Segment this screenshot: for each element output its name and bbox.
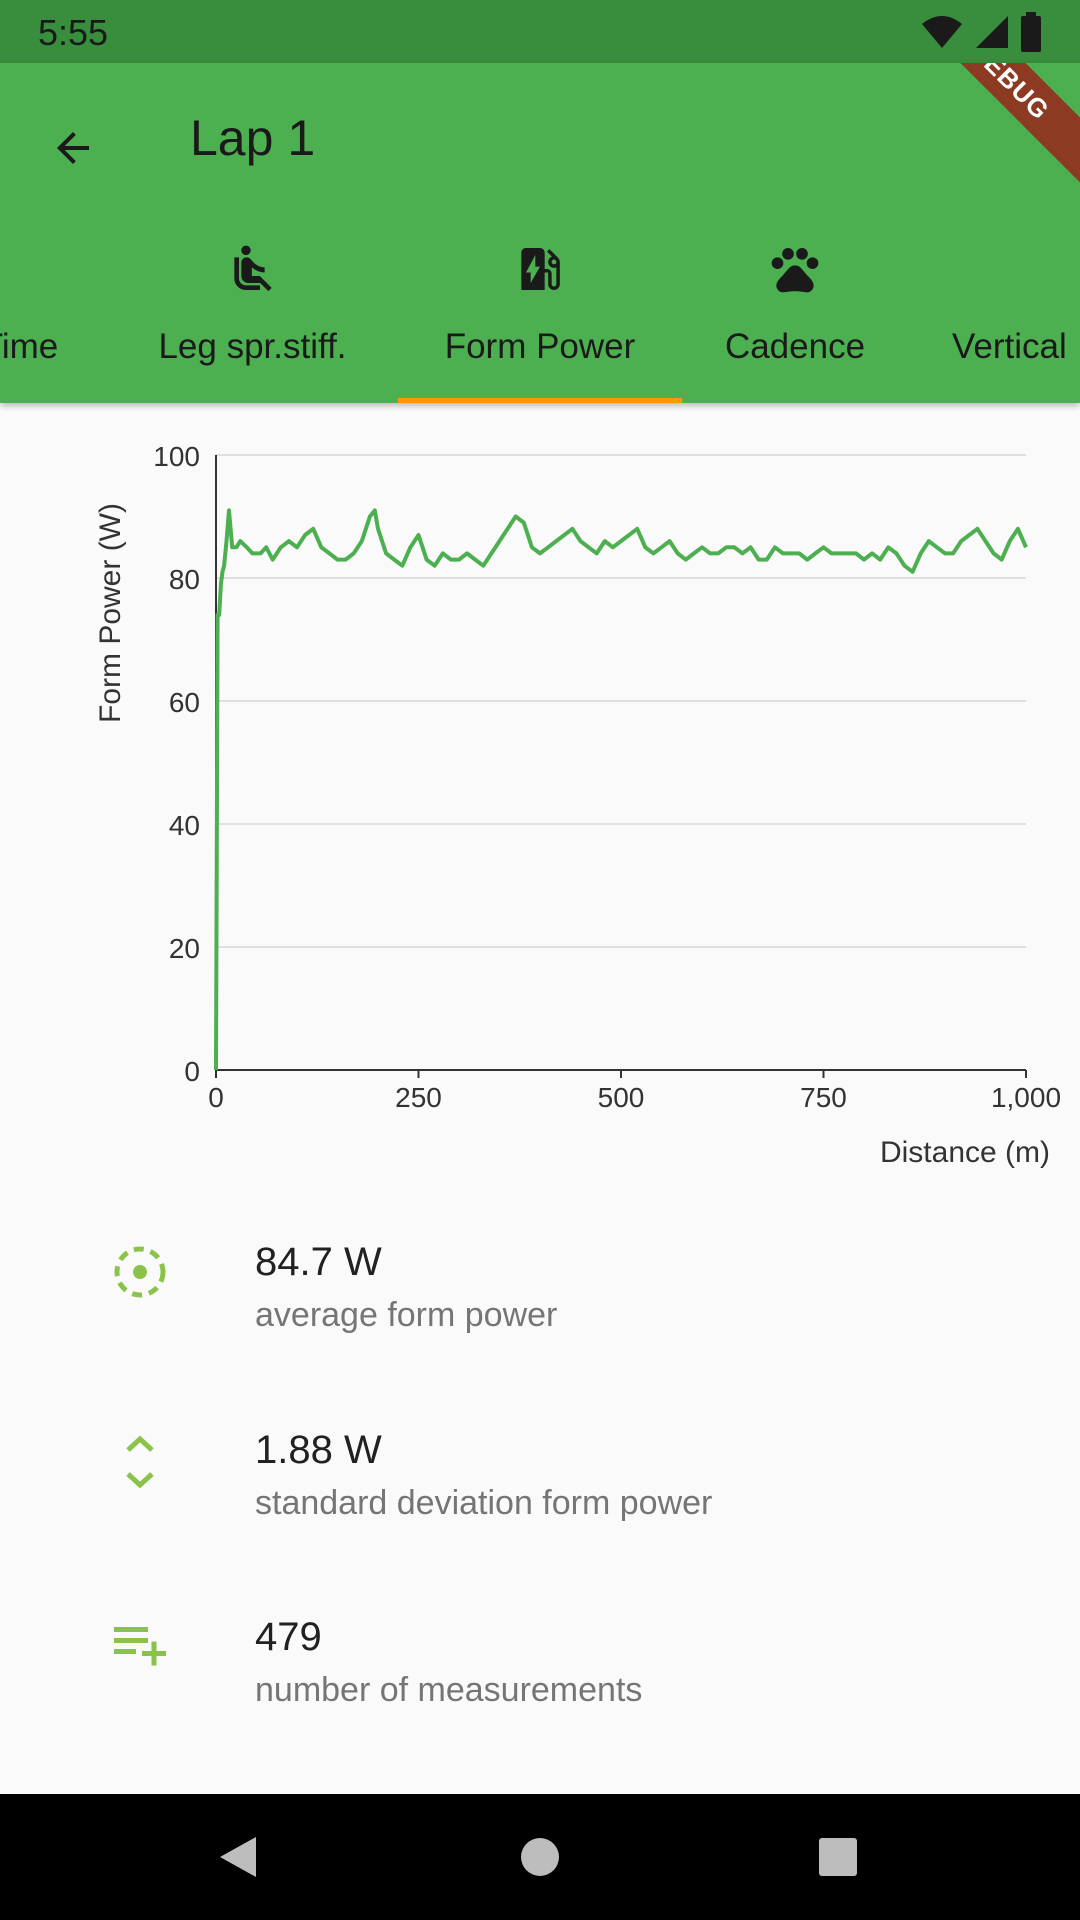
tab-time-label: Time [0, 327, 59, 366]
tab-bar: Time Leg spr.stiff. Form Power [0, 223, 1080, 403]
tab-form-power-label: Form Power [444, 327, 636, 366]
seat-icon [130, 241, 375, 311]
y-tick-label: 0 [184, 1056, 200, 1087]
wifi-icon [922, 16, 962, 48]
nav-home-button[interactable] [480, 1794, 600, 1920]
status-bar: 5:55 [0, 0, 1080, 63]
y-tick-label: 100 [153, 441, 200, 472]
app-bar: Lap 1 Time Leg spr.stiff. Form Power [0, 63, 1080, 403]
x-tick-label: 500 [598, 1082, 645, 1113]
signal-icon [976, 16, 1008, 48]
nav-recents-icon [819, 1838, 857, 1876]
arrow-back-icon [57, 132, 89, 164]
playlist-add-icon [108, 1615, 172, 1679]
target-dashed-icon [108, 1240, 172, 1304]
tab-leg-spring-stiffness[interactable]: Leg spr.stiff. [130, 223, 375, 403]
stat-number-of-measurements: 479 number of measurements [0, 1607, 1080, 1757]
page-title: Lap 1 [190, 110, 316, 166]
clock-icon [0, 241, 120, 311]
x-axis-label: Distance (m) [880, 1136, 1050, 1169]
stat-value: 84.7 W [255, 1240, 382, 1284]
debug-banner: DEBUG [901, 63, 1080, 189]
tab-form-power[interactable]: Form Power [398, 223, 682, 403]
tab-indicator [398, 398, 682, 403]
system-nav-bar [0, 1794, 1080, 1920]
stat-label: number of measurements [255, 1671, 643, 1709]
y-tick-label: 80 [169, 564, 200, 595]
stat-value: 1.88 W [255, 1428, 382, 1472]
tab-cadence[interactable]: Cadence [700, 223, 890, 403]
tab-vertical-label: Vertical [952, 327, 1067, 366]
tab-time[interactable]: Time [0, 223, 120, 403]
nav-home-icon [521, 1838, 559, 1876]
stat-label: standard deviation form power [255, 1484, 713, 1522]
stat-standard-deviation: 1.88 W standard deviation form power [0, 1418, 1080, 1568]
x-tick-label: 250 [395, 1082, 442, 1113]
y-tick-label: 20 [169, 933, 200, 964]
stat-average-form-power: 84.7 W average form power [0, 1228, 1080, 1378]
status-time: 5:55 [38, 12, 109, 53]
nav-recents-button[interactable] [778, 1794, 898, 1920]
tab-cadence-label: Cadence [724, 327, 866, 366]
x-tick-label: 750 [800, 1082, 847, 1113]
battery-icon [1021, 12, 1041, 52]
ev-station-icon [398, 241, 682, 311]
y-tick-label: 60 [169, 687, 200, 718]
y-tick-label: 40 [169, 810, 200, 841]
status-icons [920, 10, 1042, 54]
stat-value: 479 [255, 1615, 322, 1659]
x-tick-label: 0 [208, 1082, 224, 1113]
form-power-chart: 0 20 40 60 80 100 0 250 500 750 1,000 Distance (m) F… [94, 441, 1061, 1169]
stat-label: average form power [255, 1296, 558, 1334]
y-axis-label: Form Power (W) [94, 503, 127, 723]
tab-vertical[interactable]: Vertical [920, 223, 1080, 403]
series-line [214, 508, 1028, 1071]
vertical-icon [920, 241, 1080, 311]
tab-leg-spring-stiffness-label: Leg spr.stiff. [158, 327, 347, 366]
back-button[interactable] [28, 103, 118, 193]
x-tick-label: 1,000 [991, 1082, 1061, 1113]
unfold-icon [108, 1430, 172, 1494]
nav-back-button[interactable] [178, 1794, 298, 1920]
nav-back-icon [220, 1837, 256, 1877]
paw-icon [700, 241, 890, 311]
